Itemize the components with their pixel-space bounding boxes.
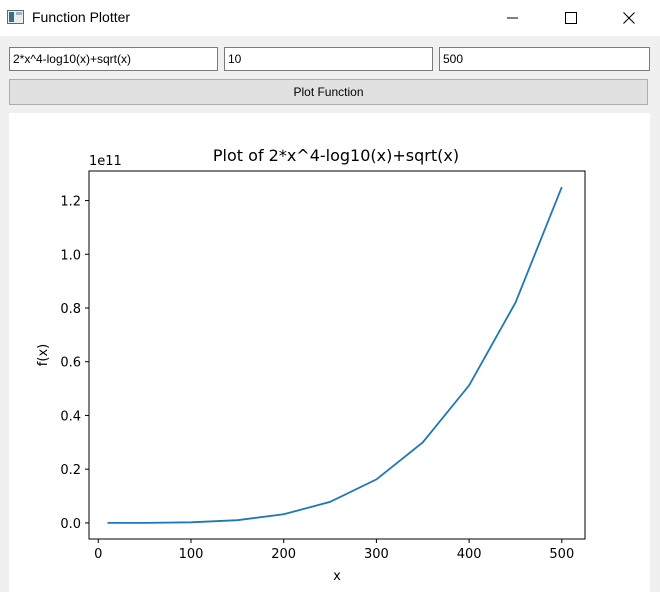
minimize-button[interactable] xyxy=(484,0,542,36)
x-max-input[interactable] xyxy=(439,47,650,71)
y-tick-label: 0.6 xyxy=(60,356,81,371)
y-tick-label: 1.2 xyxy=(60,195,81,210)
y-offset-label: 1e11 xyxy=(89,154,122,169)
y-axis-ticks: 0.0 0.2 0.4 0.6 0.8 1.0 1.2 xyxy=(60,195,89,532)
minimize-icon xyxy=(507,17,518,19)
maximize-button[interactable] xyxy=(542,0,600,36)
plot-function-button[interactable]: Plot Function xyxy=(9,79,648,105)
x-axis-ticks: 0 100 200 300 400 500 xyxy=(94,539,574,562)
x-tick-label: 400 xyxy=(457,547,482,562)
close-button[interactable] xyxy=(600,0,658,36)
y-tick-label: 1.0 xyxy=(60,248,81,263)
x-tick-label: 200 xyxy=(271,547,296,562)
function-chart: Plot of 2*x^4-log10(x)+sqrt(x) 1e11 0 100… xyxy=(36,146,586,584)
x-tick-label: 500 xyxy=(549,547,574,562)
title-bar: Function Plotter xyxy=(0,0,660,36)
maximize-icon xyxy=(565,12,577,24)
close-icon xyxy=(623,12,635,24)
y-tick-label: 0.8 xyxy=(60,302,81,317)
y-tick-label: 0.2 xyxy=(60,463,81,478)
window-title: Function Plotter xyxy=(32,9,131,25)
app-window-icon xyxy=(7,10,24,24)
plot-area-frame xyxy=(88,170,586,540)
function-series-line xyxy=(107,186,563,524)
chart-title: Plot of 2*x^4-log10(x)+sqrt(x) xyxy=(213,146,459,165)
y-tick-label: 0.4 xyxy=(60,409,81,424)
x-tick-label: 0 xyxy=(94,547,102,562)
x-min-input[interactable] xyxy=(224,47,433,71)
y-tick-label: 0.0 xyxy=(60,517,81,532)
y-axis-label: f(x) xyxy=(36,344,51,366)
x-tick-label: 100 xyxy=(179,547,204,562)
plot-canvas: Plot of 2*x^4-log10(x)+sqrt(x) 1e11 0 100… xyxy=(9,113,650,592)
x-axis-label: x xyxy=(333,569,341,584)
expression-input[interactable] xyxy=(9,47,218,71)
x-tick-label: 300 xyxy=(364,547,389,562)
